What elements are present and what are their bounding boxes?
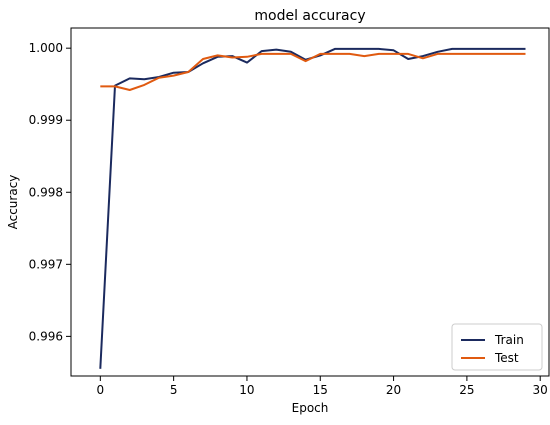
y-tick-label: 0.996 [29, 329, 63, 343]
y-axis-label: Accuracy [6, 175, 20, 230]
x-tick-label: 25 [459, 383, 474, 397]
x-tick-label: 15 [313, 383, 328, 397]
x-tick-label: 0 [97, 383, 105, 397]
legend-test-label: Test [494, 351, 519, 365]
y-tick-label: 1.000 [29, 41, 63, 55]
y-tick-label: 0.997 [29, 257, 63, 271]
x-axis: 0 5 10 15 20 25 30 [97, 376, 548, 397]
y-tick-label: 0.999 [29, 113, 63, 127]
x-tick-label: 30 [533, 383, 548, 397]
legend: Train Test [451, 323, 543, 371]
legend-train-label: Train [494, 333, 524, 347]
series-lines [99, 47, 526, 369]
plot-area [70, 27, 550, 377]
chart-title: model accuracy [254, 8, 365, 24]
y-axis: 0.996 0.997 0.998 0.999 1.000 [29, 41, 71, 343]
series-line-test [100, 52, 526, 91]
x-tick-label: 5 [170, 383, 178, 397]
y-tick-label: 0.998 [29, 185, 63, 199]
x-tick-label: 20 [386, 383, 401, 397]
x-tick-label: 10 [239, 383, 254, 397]
x-axis-label: Epoch [292, 401, 329, 415]
